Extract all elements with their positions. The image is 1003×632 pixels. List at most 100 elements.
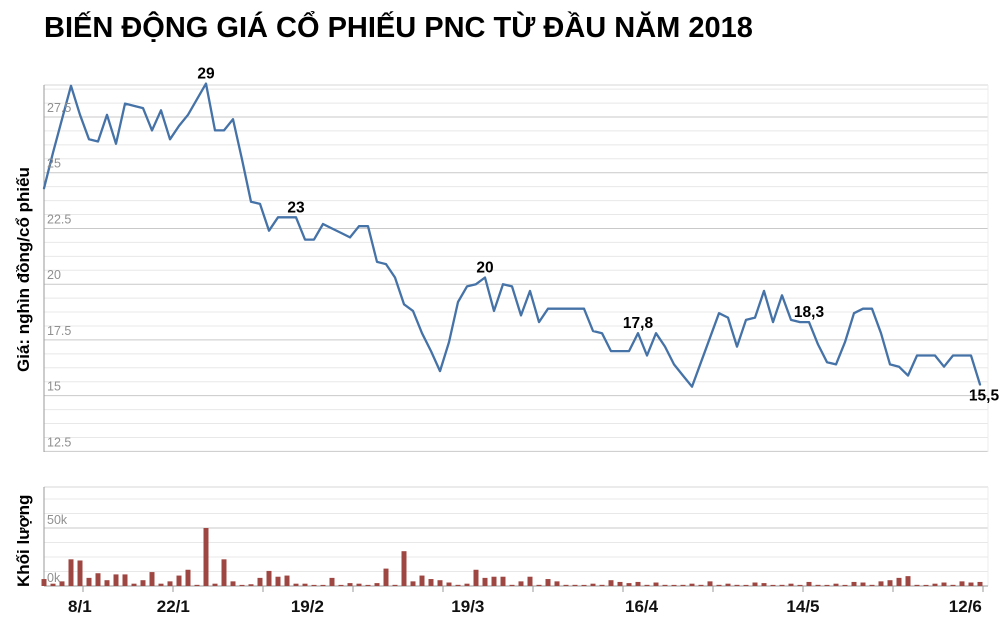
date-label: 19/3: [451, 597, 484, 616]
volume-bar: [914, 584, 920, 586]
date-label: 12/6: [949, 597, 982, 616]
volume-grid: [44, 498, 988, 572]
volume-bar: [59, 581, 65, 586]
date-label: 16/4: [625, 597, 659, 616]
chart-title: BIẾN ĐỘNG GIÁ CỔ PHIẾU PNC TỪ ĐẦU NĂM 20…: [44, 12, 753, 44]
price-tick-label: 12.5: [47, 435, 71, 449]
price-annotation: 20: [476, 260, 493, 277]
volume-bar: [383, 568, 389, 586]
volume-bar: [572, 584, 578, 586]
volume-bar: [563, 584, 569, 586]
volume-bar: [302, 583, 308, 586]
volume-bar: [68, 559, 74, 586]
volume-bar: [86, 577, 92, 586]
price-axis-labels: 27.5 25 22.5 20 17.5 15 12.5: [47, 101, 71, 449]
volume-bar: [950, 584, 956, 586]
volume-bar: [518, 581, 524, 586]
volume-bar: [149, 572, 155, 586]
price-tick-label: 17.5: [47, 324, 71, 338]
volume-bar: [923, 584, 929, 586]
volume-bar: [671, 584, 677, 586]
volume-bar: [977, 581, 983, 586]
volume-bar: [392, 584, 398, 586]
price-annotation: 23: [287, 199, 305, 216]
volume-bar: [581, 584, 587, 586]
volume-bar: [41, 579, 47, 586]
volume-bar: [473, 569, 479, 586]
price-annotation: 15,5: [969, 388, 1000, 405]
price-annotations: 29 23 20 17,8 18,3 15,5: [197, 66, 999, 405]
volume-bar: [806, 581, 812, 586]
date-labels: 8/1 22/1 19/2 19/3 16/4 14/5 12/6: [68, 597, 982, 616]
volume-bar: [77, 560, 83, 586]
price-tick-label: 20: [47, 268, 61, 282]
volume-bar: [707, 581, 713, 586]
x-axis-ticks: [82, 586, 984, 592]
volume-bar: [680, 584, 686, 586]
volume-bar: [374, 583, 380, 586]
volume-bar: [869, 584, 875, 586]
price-annotation: 18,3: [794, 304, 825, 321]
volume-bar: [644, 584, 650, 586]
volume-bar: [941, 582, 947, 586]
volume-bar: [491, 576, 497, 586]
volume-bar: [815, 584, 821, 586]
volume-bar: [725, 583, 731, 586]
volume-bar: [788, 583, 794, 586]
volume-bar: [959, 581, 965, 586]
volume-bar: [293, 583, 299, 586]
volume-bar: [617, 581, 623, 586]
volume-bar: [275, 576, 281, 586]
volume-bar: [320, 584, 326, 586]
volume-bar: [770, 584, 776, 586]
volume-bar: [131, 583, 137, 586]
volume-bars: [41, 528, 983, 586]
volume-bar: [887, 580, 893, 586]
volume-bar: [599, 584, 605, 586]
volume-bar: [248, 584, 254, 586]
volume-bar: [527, 576, 533, 586]
volume-bar: [311, 584, 317, 586]
volume-bar: [878, 581, 884, 586]
volume-bar: [113, 574, 119, 586]
volume-bar: [698, 584, 704, 586]
date-label: 8/1: [68, 597, 92, 616]
volume-bar: [608, 580, 614, 586]
volume-bar: [797, 584, 803, 586]
volume-bar: [590, 583, 596, 586]
volume-bar: [833, 583, 839, 586]
volume-bar: [896, 577, 902, 586]
axes: [43, 84, 989, 587]
date-label: 14/5: [786, 597, 819, 616]
volume-bar: [95, 573, 101, 586]
volume-bar: [194, 584, 200, 586]
volume-bar: [716, 584, 722, 586]
volume-bar: [203, 528, 209, 586]
volume-bar: [734, 584, 740, 586]
volume-bar: [419, 575, 425, 586]
volume-bar: [122, 574, 128, 586]
volume-bar: [365, 584, 371, 586]
volume-bar: [257, 577, 263, 586]
volume-bar: [824, 584, 830, 586]
volume-bar: [482, 577, 488, 586]
volume-bar: [500, 576, 506, 586]
volume-bar: [428, 579, 434, 586]
volume-bar: [626, 583, 632, 586]
volume-bar: [905, 576, 911, 586]
volume-bar: [338, 584, 344, 586]
volume-bar: [635, 581, 641, 586]
date-label: 19/2: [291, 597, 324, 616]
volume-bar: [752, 582, 758, 586]
volume-bar: [464, 583, 470, 586]
volume-bar: [140, 580, 146, 586]
price-annotation: 17,8: [623, 315, 654, 332]
volume-bar: [968, 582, 974, 586]
volume-bar: [554, 581, 560, 586]
volume-bar: [779, 584, 785, 586]
volume-bar: [851, 581, 857, 586]
volume-bar: [356, 583, 362, 586]
volume-bar: [509, 584, 515, 586]
volume-bar: [860, 582, 866, 586]
volume-axis-labels: 50k 0k: [47, 513, 68, 585]
